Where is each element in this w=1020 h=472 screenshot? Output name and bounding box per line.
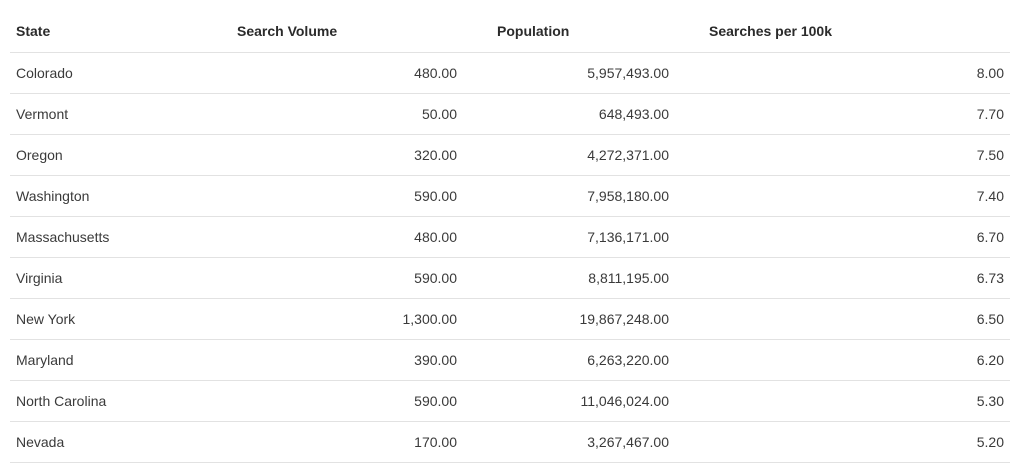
header-searches-per-100k: Searches per 100k [703, 10, 1010, 53]
cell-searches-per-100k: 6.50 [703, 298, 1010, 340]
cell-searches-per-100k: 5.30 [703, 380, 1010, 422]
cell-search-volume: 1,300.00 [231, 298, 491, 340]
cell-state: North Carolina [10, 380, 231, 422]
cell-searches-per-100k: 7.70 [703, 93, 1010, 135]
cell-population: 19,867,248.00 [491, 298, 703, 340]
cell-population: 8,811,195.00 [491, 257, 703, 299]
cell-state: Oregon [10, 134, 231, 176]
cell-state: Massachusetts [10, 216, 231, 258]
cell-state: New York [10, 298, 231, 340]
cell-population: 7,136,171.00 [491, 216, 703, 258]
cell-population: 3,267,467.00 [491, 421, 703, 463]
table-row: Colorado 480.00 5,957,493.00 8.00 [10, 52, 1010, 94]
table-header-row: State Search Volume Population Searches … [10, 10, 1010, 53]
cell-search-volume: 390.00 [231, 339, 491, 381]
cell-searches-per-100k: 6.70 [703, 216, 1010, 258]
cell-search-volume: 170.00 [231, 421, 491, 463]
table-row: North Carolina 590.00 11,046,024.00 5.30 [10, 380, 1010, 422]
table-row: Virginia 590.00 8,811,195.00 6.73 [10, 257, 1010, 299]
cell-state: Washington [10, 175, 231, 217]
table-row: Vermont 50.00 648,493.00 7.70 [10, 93, 1010, 135]
data-table-container: State Search Volume Population Searches … [10, 10, 1010, 463]
table-row: Maryland 390.00 6,263,220.00 6.20 [10, 339, 1010, 381]
cell-search-volume: 50.00 [231, 93, 491, 135]
cell-searches-per-100k: 5.20 [703, 421, 1010, 463]
cell-search-volume: 590.00 [231, 257, 491, 299]
cell-state: Colorado [10, 52, 231, 94]
cell-search-volume: 320.00 [231, 134, 491, 176]
cell-population: 6,263,220.00 [491, 339, 703, 381]
header-population: Population [491, 10, 703, 53]
cell-search-volume: 590.00 [231, 380, 491, 422]
cell-searches-per-100k: 7.50 [703, 134, 1010, 176]
cell-state: Virginia [10, 257, 231, 299]
cell-searches-per-100k: 6.73 [703, 257, 1010, 299]
state-searches-table: State Search Volume Population Searches … [10, 10, 1010, 463]
cell-population: 11,046,024.00 [491, 380, 703, 422]
cell-state: Nevada [10, 421, 231, 463]
cell-state: Vermont [10, 93, 231, 135]
cell-search-volume: 480.00 [231, 52, 491, 94]
cell-state: Maryland [10, 339, 231, 381]
cell-population: 648,493.00 [491, 93, 703, 135]
header-state: State [10, 10, 231, 53]
cell-searches-per-100k: 7.40 [703, 175, 1010, 217]
cell-search-volume: 590.00 [231, 175, 491, 217]
header-search-volume: Search Volume [231, 10, 491, 53]
cell-searches-per-100k: 6.20 [703, 339, 1010, 381]
cell-population: 4,272,371.00 [491, 134, 703, 176]
cell-population: 7,958,180.00 [491, 175, 703, 217]
table-row: Massachusetts 480.00 7,136,171.00 6.70 [10, 216, 1010, 258]
table-row: New York 1,300.00 19,867,248.00 6.50 [10, 298, 1010, 340]
table-row: Oregon 320.00 4,272,371.00 7.50 [10, 134, 1010, 176]
cell-searches-per-100k: 8.00 [703, 52, 1010, 94]
table-row: Washington 590.00 7,958,180.00 7.40 [10, 175, 1010, 217]
cell-search-volume: 480.00 [231, 216, 491, 258]
cell-population: 5,957,493.00 [491, 52, 703, 94]
table-row: Nevada 170.00 3,267,467.00 5.20 [10, 421, 1010, 463]
